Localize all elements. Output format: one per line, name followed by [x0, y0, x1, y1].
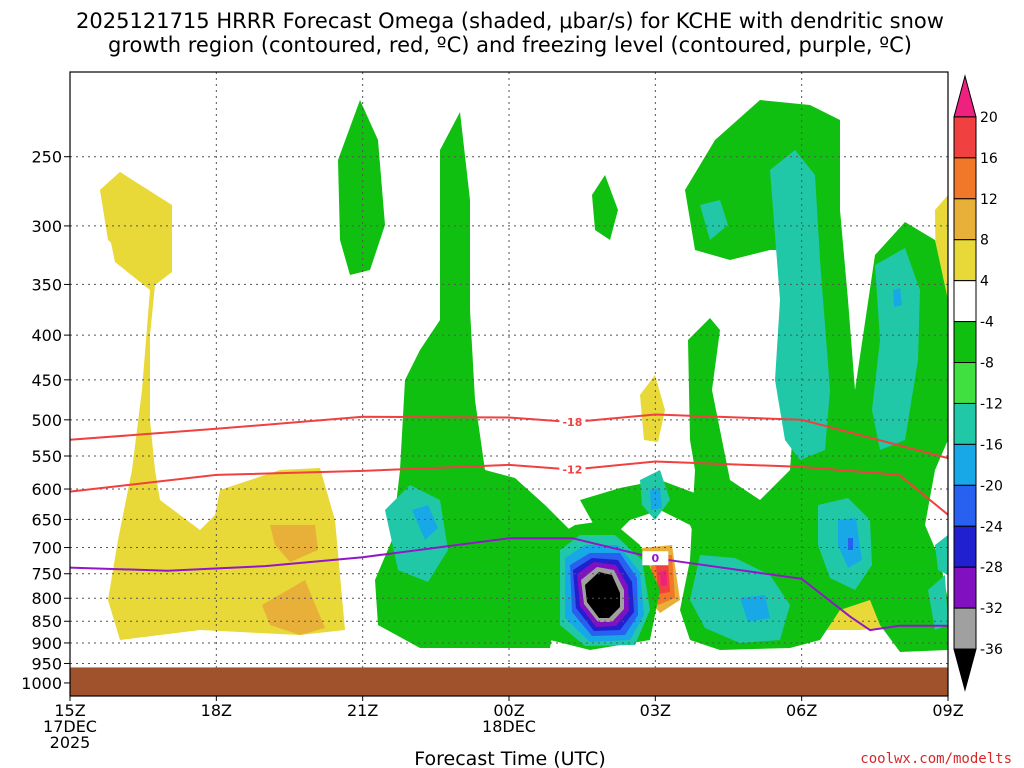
y-tick-label: 750 [31, 565, 62, 584]
y-tick-label: 550 [31, 447, 62, 466]
x-tick-label: 15Z [54, 701, 85, 720]
omega-fill-neg-column-1 [338, 100, 385, 275]
colorbar: 20 16 12 8 4 -4 -8 -12 -16 -20 -24 -28 -32 -36 [953, 74, 1003, 692]
colorbar-swatch [953, 157, 977, 200]
omega-fill-neg-lower-mid [580, 480, 720, 560]
omega-fill-positive-left [100, 172, 345, 640]
omega-fill-neg-16-upper [893, 288, 902, 307]
contour-label: -18 [562, 416, 582, 429]
x-tick-label: 00Z [493, 701, 524, 720]
omega-fill-neg-12-upper [880, 275, 905, 320]
y-axis: 250 300 350 400 450 500 550 600 650 700 750 800 850 9… [21, 148, 70, 693]
colorbar-label: -36 [980, 642, 1003, 658]
colorbar-label: -4 [980, 315, 994, 331]
colorbar-label: 20 [980, 110, 998, 126]
colorbar-swatch [953, 402, 977, 445]
y-tick-label: 800 [31, 589, 62, 608]
credit-text: coolwx.com/modelts [860, 751, 1012, 767]
colorbar-label: 8 [980, 233, 989, 249]
x-tick-label: 09Z [932, 701, 963, 720]
x-tick-label: 18Z [201, 701, 232, 720]
colorbar-label: 4 [980, 274, 989, 290]
contour-label: -12 [562, 464, 582, 477]
x-tick-label: 2025 [50, 733, 91, 752]
y-tick-label: 450 [31, 371, 62, 390]
y-tick-label: 850 [31, 612, 62, 631]
y-tick-label: 1000 [21, 674, 62, 693]
omega-fill-neg-12-bottom [690, 555, 790, 643]
colorbar-swatch [953, 116, 977, 159]
colorbar-swatch [953, 443, 977, 486]
y-tick-label: 650 [31, 510, 62, 529]
contour-label-bg [559, 462, 586, 477]
y-tick-label: 950 [31, 654, 62, 673]
omega-fill-neg-16-bottom [740, 595, 770, 622]
y-tick-label: 500 [31, 411, 62, 430]
colorbar-swatch [953, 566, 977, 609]
colorbar-swatch [953, 321, 977, 364]
omega-fill-neg-12-right3 [872, 248, 920, 450]
y-tick-label: 250 [31, 148, 62, 167]
colorbar-label: -8 [980, 356, 994, 372]
colorbar-swatch [953, 239, 977, 282]
colorbar-label: 12 [980, 192, 998, 208]
colorbar-label: -12 [980, 396, 1003, 412]
contour-label-bg [642, 551, 669, 566]
y-tick-label: 900 [31, 634, 62, 653]
chart-title-line2: growth region (contoured, red, ºC) and f… [108, 33, 912, 57]
colorbar-label: -24 [980, 519, 1003, 535]
omega-fill-neg-12-right [770, 150, 830, 460]
colorbar-swatch [953, 198, 977, 241]
colorbar-swatch [953, 484, 977, 527]
omega-shading [100, 100, 948, 652]
x-tick-label: 06Z [786, 701, 817, 720]
omega-fill-neg-12-right-edge2 [935, 535, 948, 575]
omega-fill-neg-12-right-edge [928, 575, 948, 630]
omega-fill-neg-12-col1 [385, 485, 448, 582]
colorbar-swatch [953, 648, 977, 692]
omega-fill-neg-16-mid [650, 488, 662, 510]
y-tick-label: 350 [31, 275, 62, 294]
y-tick-label: 700 [31, 539, 62, 558]
colorbar-label: -28 [980, 560, 1003, 576]
omega-fill-neg-20-right4 [848, 538, 853, 550]
colorbar-swatch [953, 74, 977, 118]
omega-fill-neg-blob [592, 175, 618, 240]
omega-fill-20-c [660, 570, 667, 586]
colorbar-label: 16 [980, 151, 998, 167]
x-tick-label: 18DEC [482, 717, 536, 736]
omega-fill-neg-12-right2 [700, 200, 728, 240]
colorbar-label: -20 [980, 478, 1003, 494]
temperature-contours: -18 -12 0 [69, 413, 949, 632]
x-tick-label: 17DEC [43, 717, 97, 736]
contour-line [69, 537, 948, 632]
contour-label-bg [559, 415, 586, 430]
x-tick-label: 03Z [640, 701, 671, 720]
omega-fill-8-b [262, 580, 325, 635]
omega-fill-positive-mid [640, 375, 665, 442]
y-tick-label: 600 [31, 480, 62, 499]
omega-fill-neg-core-36 [585, 572, 620, 618]
colorbar-swatch [953, 280, 977, 323]
colorbar-label: -32 [980, 601, 1003, 617]
omega-fill-8-a [270, 525, 318, 562]
colorbar-label: -16 [980, 437, 1003, 453]
contour-line [69, 413, 949, 460]
x-tick-label: 21Z [347, 701, 378, 720]
terrain-surface [70, 667, 948, 696]
colorbar-swatch [953, 607, 977, 650]
omega-fill-positive-early [100, 172, 172, 270]
chart-title-line1: 2025121715 HRRR Forecast Omega (shaded, … [76, 9, 944, 33]
contour-label: 0 [652, 552, 660, 565]
colorbar-swatch [953, 362, 977, 404]
x-axis-title: Forecast Time (UTC) [414, 748, 605, 768]
y-tick-label: 300 [31, 217, 62, 236]
colorbar-swatch [953, 525, 977, 568]
y-tick-label: 400 [31, 326, 62, 345]
omega-fill-neg-16-col1 [412, 505, 438, 540]
plot-area: -18 -12 0 [69, 71, 949, 697]
